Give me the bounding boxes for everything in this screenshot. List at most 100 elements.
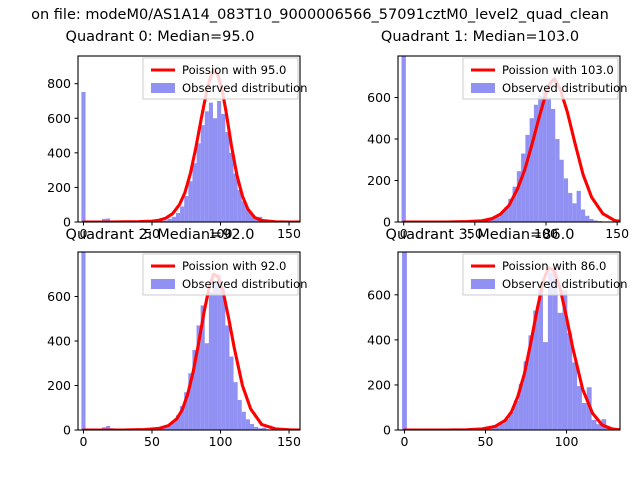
histogram-bar (572, 362, 578, 430)
y-tick-label: 0 (63, 423, 71, 438)
histogram-bar (208, 292, 213, 430)
histogram-bar (229, 356, 234, 430)
x-tick-label: 50 (144, 434, 160, 449)
legend-frame (462, 253, 619, 296)
histogram-bar (557, 312, 563, 430)
histogram-bar (486, 219, 492, 222)
legend-label-observed: Observed distribution (182, 81, 308, 95)
plot-area-quadrant-2: 0 50 100 150 0 200 400 600 Poission with 92.0 Obs… (47, 251, 308, 449)
histogram-bar (577, 386, 582, 430)
histogram-bar (225, 325, 230, 430)
zero-bin-spike (81, 91, 86, 222)
histogram-bar (192, 349, 197, 430)
histogram-bar (184, 196, 189, 222)
plot-area-quadrant-0: 0 50 100 150 0 200 400 600 800 Poission with 95.0… (47, 55, 308, 240)
histogram-bar (241, 411, 246, 430)
histogram-bar (180, 206, 185, 222)
legend-swatch-observed (471, 279, 495, 289)
histogram-bar (489, 427, 495, 430)
y-tick-label: 400 (367, 132, 391, 147)
histogram-bar (184, 392, 189, 430)
histogram-bar (562, 290, 568, 430)
histogram-bar (533, 310, 539, 430)
y-tick-label: 600 (47, 289, 71, 304)
histogram-bar (529, 118, 534, 222)
histogram-bar (237, 399, 242, 430)
x-tick-label: 0 (401, 434, 409, 449)
x-tick-label: 0 (400, 226, 408, 240)
histogram-bars (402, 252, 616, 431)
histogram-bar (262, 427, 267, 430)
plot-area-quadrant-3: 0 50 100 0 200 400 600 Poission with 86.0 Observ… (367, 251, 628, 449)
subplot-quadrant-2: Quadrant 2: Median=92.0 0 50 100 150 0 200 400… (0, 226, 320, 480)
y-tick-label: 600 (367, 90, 391, 105)
histogram-bar (245, 419, 250, 430)
y-tick-label: 0 (63, 215, 71, 230)
histogram-bar (513, 400, 519, 430)
legend-label-observed: Observed distribution (502, 277, 628, 291)
histogram-bar (233, 173, 238, 222)
histogram-bar (525, 134, 530, 222)
histogram-bar (591, 419, 597, 430)
histogram-bar (241, 201, 246, 222)
histogram-bar (581, 402, 587, 430)
histogram-bar (533, 104, 539, 222)
legend: Poission with 95.0 Observed distribution (142, 57, 308, 100)
histogram-bar (491, 218, 496, 222)
histogram-bar (589, 219, 594, 222)
legend-label-observed: Observed distribution (502, 81, 628, 95)
histogram-bar (559, 159, 564, 222)
histogram-bar (593, 220, 598, 222)
histogram-bar (180, 405, 185, 430)
histogram-bar (572, 203, 577, 222)
histogram-bar (585, 215, 590, 222)
poisson-fit-curve (81, 272, 300, 430)
histogram-bar (499, 213, 505, 222)
axes-frame (397, 251, 621, 431)
histogram-bar (567, 333, 573, 430)
y-tick-label: 400 (367, 332, 391, 347)
histogram-bar (175, 213, 181, 222)
histogram-bar (200, 305, 205, 430)
histogram-bar (163, 426, 168, 430)
poisson-fit-curve (402, 266, 620, 430)
x-tick-label: 50 (478, 434, 494, 449)
histogram-bar (508, 198, 513, 222)
y-tick-label: 200 (47, 378, 71, 393)
x-tick-label: 100 (555, 434, 579, 449)
subplot-quadrant-0: Quadrant 0: Median=95.0 0 50 100 150 0 200 400… (0, 28, 320, 240)
x-tick-label: 100 (534, 226, 558, 240)
subplot-quadrant-1: Quadrant 1: Median=103.0 0 50 100 150 0 200 40… (320, 28, 640, 240)
histogram-bar (521, 153, 526, 222)
zero-bin-spike (81, 252, 86, 430)
histogram-bar (552, 267, 558, 430)
histogram-bar (547, 272, 553, 430)
y-tick-label: 200 (367, 377, 391, 392)
histogram-bar (538, 95, 543, 222)
histogram-bar (204, 343, 209, 430)
histogram-bar (550, 108, 556, 222)
histogram-bar (499, 423, 505, 430)
histogram-bars (401, 56, 616, 223)
histogram-bar (523, 361, 529, 430)
histogram-bar (196, 325, 201, 430)
x-tick-label: 150 (605, 226, 629, 240)
histogram-bar (528, 335, 534, 430)
histogram-bar (192, 163, 197, 222)
histogram-bar (175, 415, 181, 430)
y-tick-label: 400 (47, 145, 71, 160)
histogram-bar (167, 424, 172, 430)
x-tick-label: 150 (277, 434, 301, 449)
y-tick-label: 200 (47, 180, 71, 195)
plot-area-quadrant-1: 0 50 100 150 0 200 400 600 Poission with 103.0 Ob… (367, 55, 629, 240)
histogram-bar (495, 216, 500, 222)
x-tick-label: 0 (80, 434, 88, 449)
x-tick-label: 100 (209, 226, 233, 240)
legend-label-poisson: Poission with 86.0 (502, 259, 606, 273)
histogram-bar (516, 171, 522, 222)
histogram-bar (200, 125, 205, 222)
histogram-bars (81, 91, 296, 223)
histogram-bar (546, 97, 551, 222)
x-tick-label: 100 (209, 434, 233, 449)
histogram-bar (254, 426, 259, 430)
